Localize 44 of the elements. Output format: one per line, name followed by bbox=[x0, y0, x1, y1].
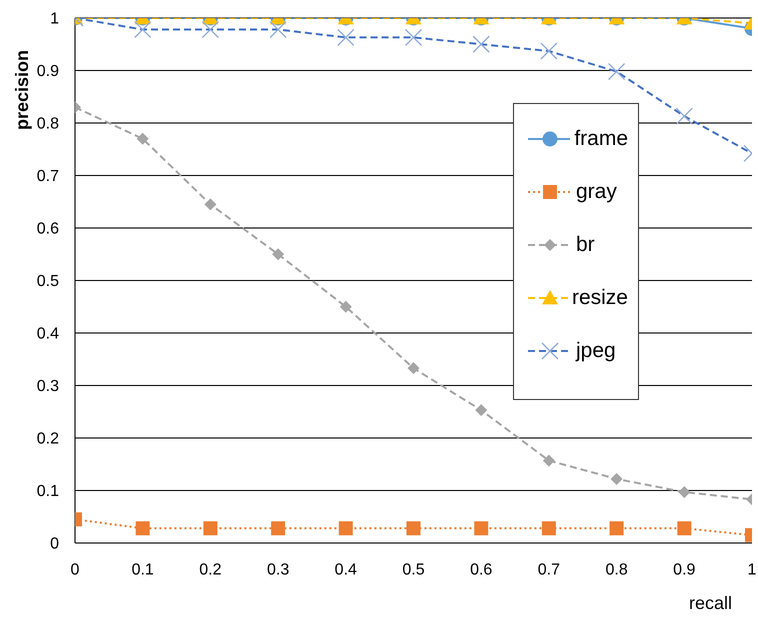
point bbox=[677, 521, 692, 536]
y-tick-label: 1 bbox=[50, 10, 60, 28]
y-tick-label: 0.9 bbox=[36, 63, 60, 80]
x-tick-label: 0.4 bbox=[334, 561, 358, 578]
x-tick-label: 0.7 bbox=[538, 561, 560, 578]
x-tick-label: 0.6 bbox=[470, 561, 492, 578]
legend-label: gray bbox=[576, 180, 617, 204]
y-tick-label: 0.2 bbox=[36, 430, 60, 448]
point bbox=[542, 454, 555, 467]
point bbox=[203, 521, 218, 536]
point bbox=[678, 486, 690, 498]
legend-label: resize bbox=[572, 286, 628, 310]
legend-label: jpeg bbox=[576, 338, 616, 362]
point bbox=[474, 521, 488, 536]
x-tick-label: 0.9 bbox=[673, 561, 696, 578]
x-tick-label: 0 bbox=[70, 561, 80, 578]
point bbox=[408, 362, 420, 374]
legend-label: frame bbox=[574, 126, 628, 150]
point bbox=[406, 521, 420, 536]
point bbox=[136, 521, 150, 536]
point bbox=[475, 404, 488, 416]
y-tick-label: 0.5 bbox=[36, 273, 60, 290]
y-tick-label: 0.1 bbox=[36, 483, 60, 500]
x-tick-label: 1 bbox=[748, 561, 757, 578]
y-tick-label: 0.4 bbox=[36, 326, 60, 343]
point bbox=[542, 521, 556, 536]
x-tick-label: 0.3 bbox=[266, 561, 290, 578]
legend-label: br bbox=[576, 232, 595, 256]
x-tick-label: 0.1 bbox=[132, 561, 154, 578]
point bbox=[340, 300, 352, 313]
y-tick-label: 0.8 bbox=[36, 116, 60, 133]
point bbox=[338, 521, 353, 536]
x-tick-label: 0.8 bbox=[605, 561, 628, 578]
y-tick-label: 0.3 bbox=[36, 378, 60, 396]
point bbox=[271, 521, 286, 536]
y-tick-label: 0.6 bbox=[36, 220, 60, 238]
x-axis-title: recall bbox=[688, 593, 732, 613]
y-tick-label: 0.7 bbox=[36, 168, 60, 186]
y-tick-label: 0 bbox=[50, 536, 60, 553]
x-tick-label: 0.2 bbox=[199, 561, 222, 578]
point bbox=[610, 472, 623, 485]
x-tick-label: 0.5 bbox=[402, 561, 425, 578]
y-axis-title: precision bbox=[12, 50, 32, 130]
point bbox=[610, 521, 624, 536]
